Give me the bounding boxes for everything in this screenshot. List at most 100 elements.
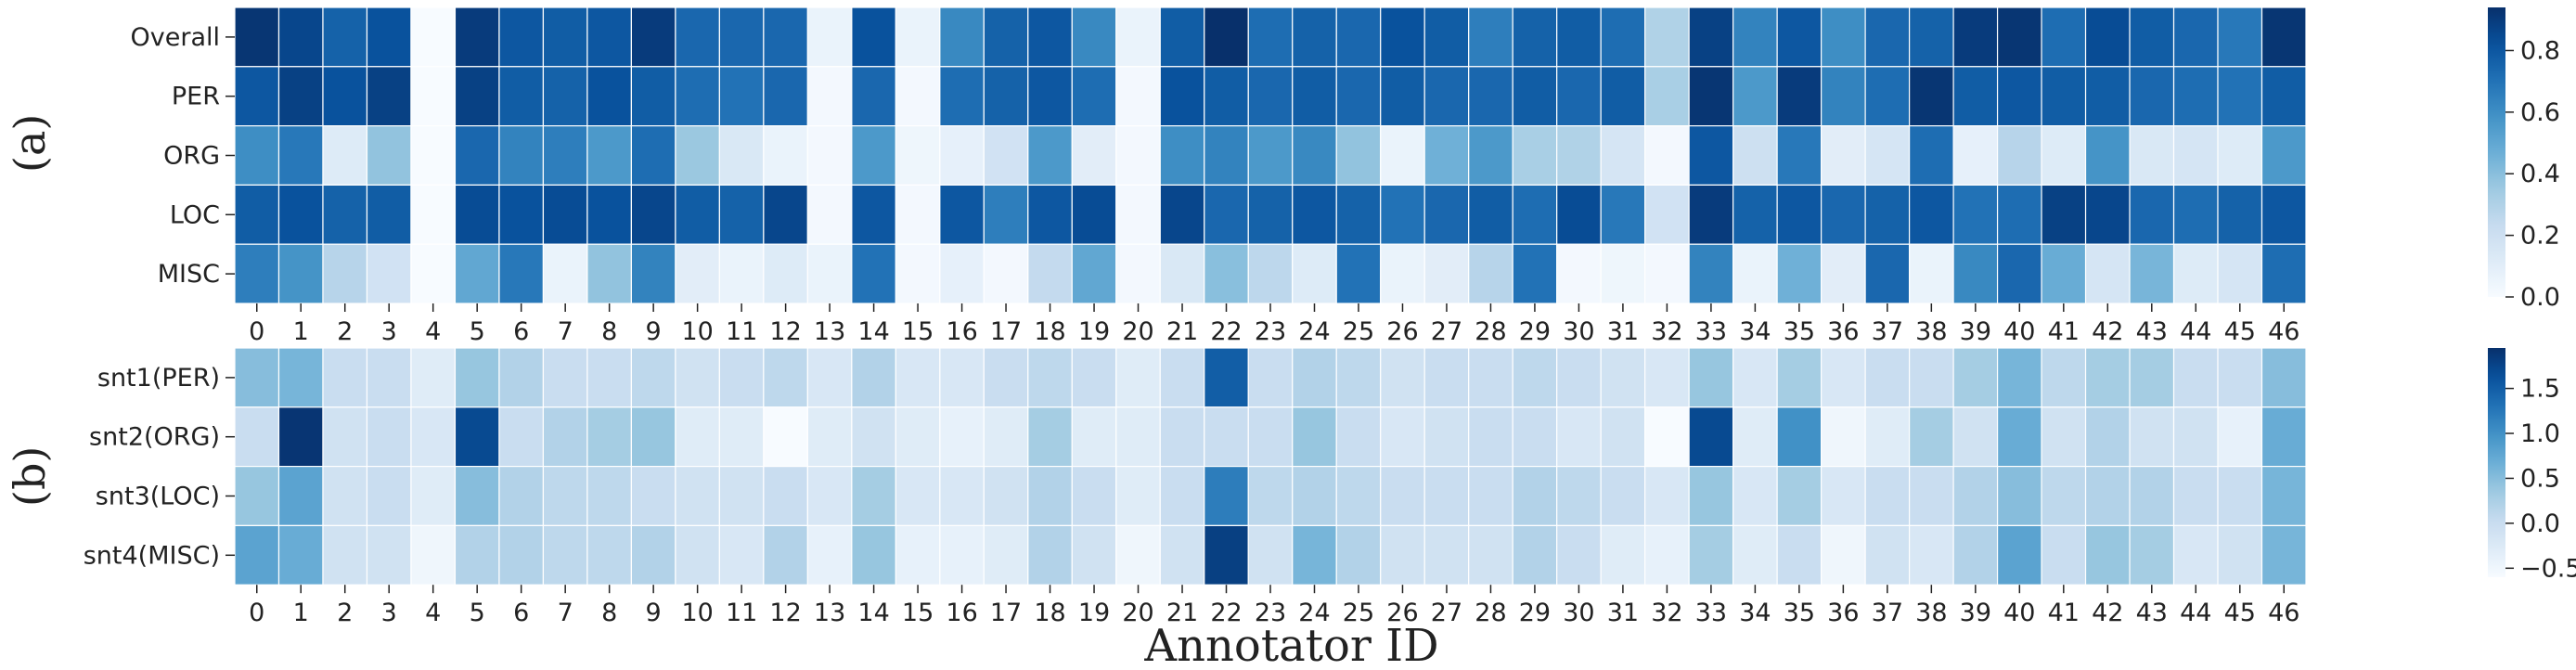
heatmap-cell <box>1644 6 1690 68</box>
heatmap-cell <box>1115 125 1161 187</box>
heatmap-cell <box>2041 347 2087 408</box>
heatmap-cell <box>498 406 545 468</box>
heatmap-cell <box>806 243 853 304</box>
column-label: 18 <box>1034 317 1065 346</box>
heatmap-cell <box>630 125 676 187</box>
heatmap-cell <box>1688 184 1734 245</box>
heatmap-cell <box>1159 524 1205 586</box>
heatmap-cell <box>454 524 500 586</box>
heatmap-cell <box>542 66 588 127</box>
heatmap-cell <box>1996 243 2042 304</box>
column-label: 23 <box>1255 599 1286 627</box>
heatmap-cell <box>1600 125 1646 187</box>
heatmap-cell <box>2041 466 2087 527</box>
heatmap-cell <box>366 6 412 68</box>
heatmap-cell <box>1204 125 1249 187</box>
heatmap-cell <box>1335 466 1382 527</box>
heatmap-cell <box>1159 125 1205 187</box>
heatmap-cell <box>1864 524 1911 586</box>
colorbar-tick-label: 0.2 <box>2520 222 2560 251</box>
heatmap-cell <box>410 66 457 127</box>
heatmap-cell <box>2041 243 2087 304</box>
heatmap-cell <box>1027 66 1073 127</box>
column-label: 25 <box>1343 599 1374 627</box>
heatmap-cell <box>1600 524 1646 586</box>
heatmap-cell <box>939 347 985 408</box>
heatmap-cell <box>983 466 1029 527</box>
heatmap-cell <box>1996 184 2042 245</box>
heatmap-cell <box>675 524 720 586</box>
heatmap-cell <box>1952 466 1999 527</box>
column-label: 7 <box>558 599 573 627</box>
heatmap-cell <box>1821 347 1866 408</box>
heatmap-cell <box>1776 243 1823 304</box>
row-label: PER <box>172 83 220 111</box>
heatmap-cell <box>1864 406 1911 468</box>
colorbar-tick-label: −0.5 <box>2520 554 2576 583</box>
heatmap-cell <box>1512 347 1558 408</box>
heatmap-cell <box>1688 347 1734 408</box>
heatmap-cell <box>983 524 1029 586</box>
heatmap-cell <box>1556 184 1602 245</box>
heatmap-cell <box>1600 6 1646 68</box>
colorbar-tick-label: 0.5 <box>2520 464 2560 493</box>
heatmap-cell <box>1864 184 1911 245</box>
heatmap-cell <box>718 347 765 408</box>
heatmap-cell <box>1468 6 1513 68</box>
column-label: 16 <box>946 599 977 627</box>
heatmap-cell <box>1864 66 1911 127</box>
heatmap-cell <box>1247 466 1294 527</box>
heatmap-cells-b <box>234 347 2307 586</box>
heatmap-cell <box>1600 347 1646 408</box>
heatmap-cell <box>895 406 941 468</box>
heatmap-cell <box>939 466 985 527</box>
column-label: 40 <box>2003 599 2035 627</box>
heatmap-cell <box>763 125 808 187</box>
heatmap-cell <box>1909 524 1954 586</box>
column-label: 36 <box>1827 599 1859 627</box>
heatmap-cell <box>366 243 412 304</box>
heatmap-cell <box>939 524 985 586</box>
heatmap-cell <box>806 6 853 68</box>
heatmap-cell <box>1204 466 1249 527</box>
column-label: 25 <box>1343 317 1374 346</box>
column-label: 7 <box>558 317 573 346</box>
heatmap-cell <box>763 466 808 527</box>
heatmap-cell <box>1335 243 1382 304</box>
column-label: 12 <box>769 599 801 627</box>
heatmap-cell <box>1247 243 1294 304</box>
heatmap-cell <box>2260 524 2307 586</box>
heatmap-cell <box>1512 184 1558 245</box>
heatmap-cell <box>366 524 412 586</box>
column-label: 14 <box>857 317 889 346</box>
heatmap-cell <box>675 243 720 304</box>
heatmap-cell <box>1864 243 1911 304</box>
heatmap-cell <box>1335 347 1382 408</box>
heatmap-cell <box>277 184 324 245</box>
panel-label-a: (a) <box>5 114 55 173</box>
heatmap-cell <box>895 66 941 127</box>
heatmap-cell <box>895 184 941 245</box>
column-label: 1 <box>293 317 309 346</box>
row-label: ORG <box>163 142 220 171</box>
heatmap-cell <box>1335 125 1382 187</box>
heatmap-cell <box>1468 66 1513 127</box>
row-label: snt2(ORG) <box>89 423 220 452</box>
column-label: 36 <box>1827 317 1859 346</box>
column-label: 21 <box>1166 317 1198 346</box>
heatmap-cell <box>939 66 985 127</box>
column-label: 45 <box>2224 599 2256 627</box>
heatmap-cell <box>1204 347 1249 408</box>
heatmap-cell <box>1996 6 2042 68</box>
heatmap-cell <box>1644 66 1690 127</box>
heatmap-cell <box>1644 524 1690 586</box>
heatmap-cell <box>1776 125 1823 187</box>
heatmap-cell <box>322 243 368 304</box>
heatmap-cell <box>1380 66 1425 127</box>
heatmap-cell <box>1512 125 1558 187</box>
heatmap-cell <box>234 125 280 187</box>
heatmap-cell <box>851 243 896 304</box>
colorbar-tick-label: 0.6 <box>2520 98 2560 127</box>
heatmap-cell <box>277 466 324 527</box>
